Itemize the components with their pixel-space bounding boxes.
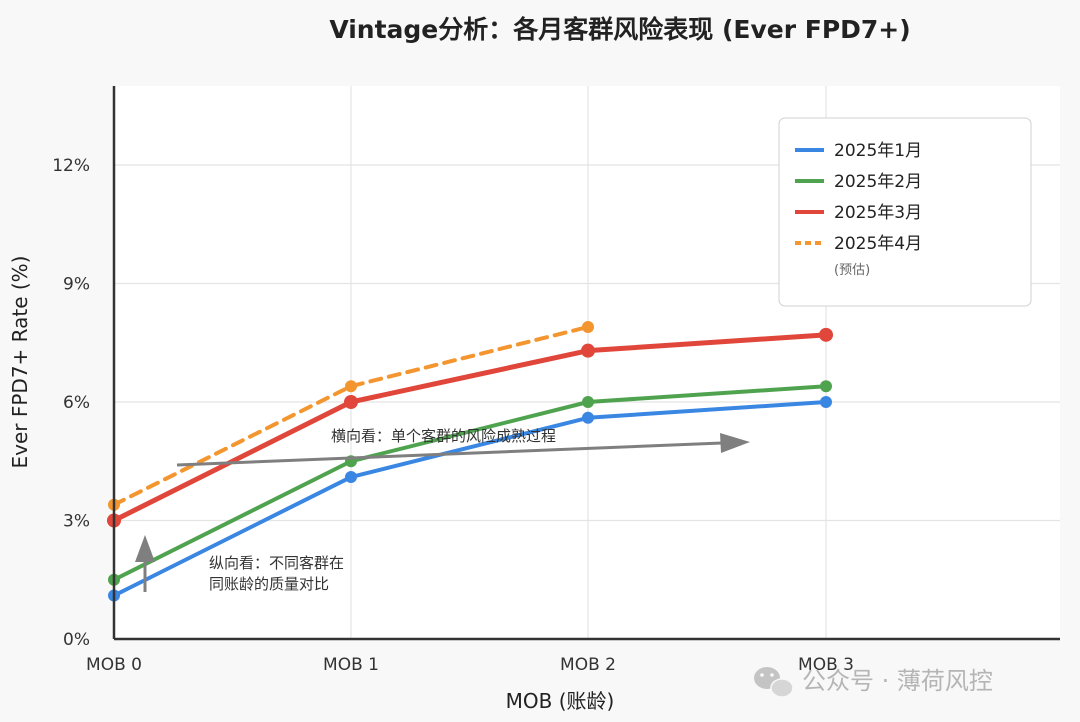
series-line xyxy=(112,384,828,582)
series-line xyxy=(111,332,829,523)
data-point xyxy=(581,343,595,358)
vertical-annotation-line-2: 同账龄的质量对比 xyxy=(209,575,329,593)
watermark: 公众号 · 薄荷风控 xyxy=(754,667,993,698)
data-point xyxy=(582,396,594,408)
x-tick-label: MOB 0 xyxy=(86,655,142,675)
wechat-icon xyxy=(754,667,794,698)
x-tick-label: MOB 2 xyxy=(560,655,616,675)
horizontal-annotation-text: 横向看：单个客群的风险成熟过程 xyxy=(331,427,556,445)
x-axis-label: MOB (账龄) xyxy=(506,689,615,713)
y-tick-label: 12% xyxy=(52,156,90,176)
vertical-annotation: 纵向看：不同客群在 同账龄的质量对比 xyxy=(135,535,344,593)
legend-label: 2025年1月 xyxy=(834,141,922,161)
data-point xyxy=(820,380,832,393)
y-tick-label: 0% xyxy=(63,630,90,650)
legend-label: 2025年3月 xyxy=(834,203,922,223)
data-point xyxy=(582,411,594,424)
y-tick-label: 9% xyxy=(63,275,90,295)
data-point xyxy=(819,327,833,342)
legend-box xyxy=(778,117,1032,307)
vertical-annotation-line-1: 纵向看：不同客群在 xyxy=(209,554,344,572)
chart-title: Vintage分析：各月客群风险表现 (Ever FPD7+) xyxy=(329,15,910,44)
watermark-text: 公众号 · 薄荷风控 xyxy=(802,667,993,695)
legend-note: (预估) xyxy=(834,263,870,278)
data-point xyxy=(345,471,357,484)
vertical-arrow-head xyxy=(135,535,155,562)
horizontal-arrow-head xyxy=(720,433,750,453)
y-tick-labels: 0% 3% 6% 9% 12% xyxy=(52,156,90,650)
x-tick-label: MOB 1 xyxy=(323,655,379,675)
legend-label: 2025年4月 xyxy=(834,234,922,254)
series-2 xyxy=(108,380,832,586)
data-point xyxy=(582,320,594,333)
data-point xyxy=(344,395,358,409)
legend: 2025年1月 2025年2月 2025年3月 2025年4月 (预估) xyxy=(778,117,1032,307)
legend-label: 2025年2月 xyxy=(834,172,922,192)
series-line xyxy=(112,400,828,598)
y-tick-label: 3% xyxy=(63,512,90,532)
y-axis-label: Ever FPD7+ Rate (%) xyxy=(8,256,32,469)
data-point xyxy=(820,396,832,408)
y-tick-label: 6% xyxy=(63,393,90,413)
x-tick-label: MOB 3 xyxy=(798,655,854,675)
horizontal-annotation: 横向看：单个客群的风险成熟过程 xyxy=(176,427,750,467)
data-point xyxy=(345,380,357,393)
horizontal-arrow-shaft xyxy=(176,441,723,467)
x-tick-labels: MOB 0 MOB 1 MOB 2 MOB 3 xyxy=(86,655,854,675)
